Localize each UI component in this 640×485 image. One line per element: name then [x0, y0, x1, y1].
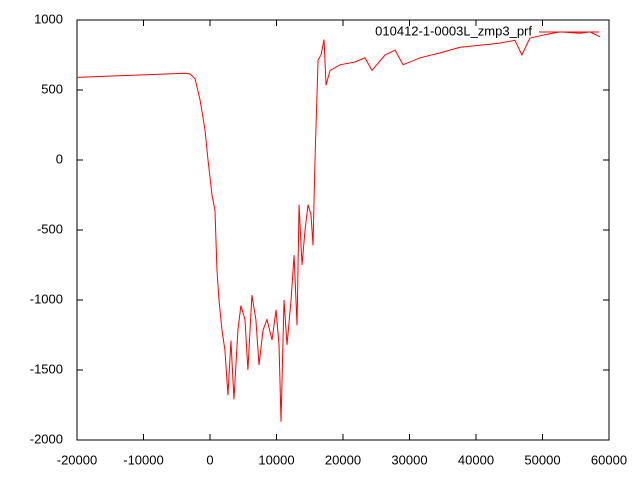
- y-tick-label: -500: [37, 221, 63, 236]
- x-tick-label: 40000: [458, 452, 494, 467]
- x-tick-label: 30000: [391, 452, 427, 467]
- x-tick-label: 0: [206, 452, 213, 467]
- x-tick-label: 50000: [524, 452, 560, 467]
- y-tick-label: 0: [56, 151, 63, 166]
- x-tick-label: 10000: [258, 452, 294, 467]
- data-line: [76, 31, 601, 422]
- x-tick-label: -10000: [123, 452, 163, 467]
- x-tick-label: -20000: [57, 452, 97, 467]
- legend-label: 010412-1-0003L_zmp3_prf: [375, 23, 532, 38]
- x-tick-label: 60000: [591, 452, 627, 467]
- plot-frame: [76, 19, 610, 441]
- y-tick-label: 500: [41, 81, 63, 96]
- y-tick-label: 1000: [34, 11, 63, 26]
- y-tick-label: -2000: [30, 431, 63, 446]
- y-tick-label: -1500: [30, 361, 63, 376]
- y-tick-label: -1000: [30, 291, 63, 306]
- x-tick-label: 20000: [325, 452, 361, 467]
